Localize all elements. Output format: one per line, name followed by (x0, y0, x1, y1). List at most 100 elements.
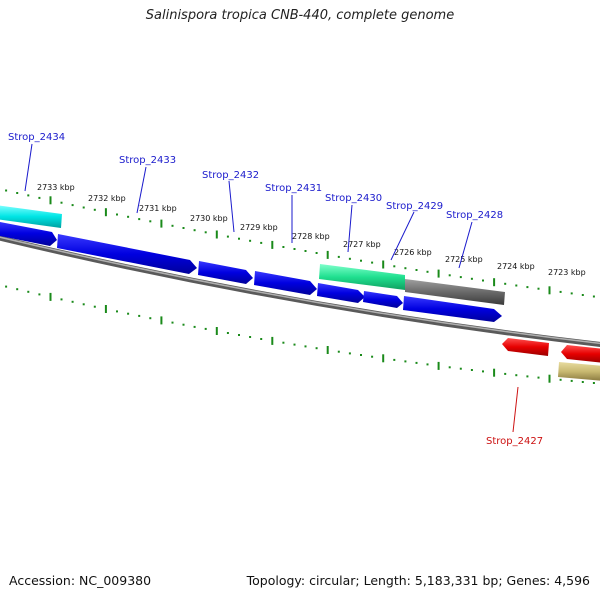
ruler-dot (293, 343, 296, 346)
gene-label: Strop_2434 (8, 132, 65, 143)
ruler-dot (515, 374, 518, 377)
ruler-dot (282, 246, 285, 248)
ruler-dot (193, 229, 196, 232)
ruler-major-tick (493, 368, 496, 377)
ruler-dot (249, 336, 252, 338)
gene-label: Strop_2432 (202, 170, 259, 181)
ruler-major-tick (160, 316, 163, 325)
ruler-dot (470, 369, 473, 371)
leader-line (347, 204, 353, 253)
ruler-dot (459, 276, 462, 279)
ruler-major-tick (271, 240, 274, 249)
tick-label: 2730 kbp (190, 214, 228, 223)
ruler-dot (93, 305, 96, 308)
tick-label: 2723 kbp (548, 268, 586, 277)
ruler-dot (448, 366, 451, 369)
ruler-dot (537, 376, 540, 379)
ruler-dot (5, 285, 8, 288)
ruler-dot (304, 250, 307, 252)
ruler-dot (138, 218, 141, 221)
ruler-dot (348, 257, 351, 260)
ruler-dot (282, 341, 285, 344)
gene-label: Strop_2433 (119, 155, 176, 166)
ruler-dot (82, 206, 85, 209)
tick-label: 2727 kbp (343, 240, 381, 249)
gene-feature-blue-7 (403, 296, 502, 322)
ruler-dot (570, 379, 573, 382)
gene-label: Strop_2429 (386, 201, 443, 212)
ruler-dots (5, 189, 595, 384)
ruler-major-tick (326, 346, 329, 354)
leader-line (136, 166, 147, 214)
ruler-major-tick (382, 260, 385, 269)
ruler-dot (426, 270, 429, 273)
gene-label: Strop_2428 (446, 210, 503, 221)
ruler-dot (504, 282, 507, 285)
gene-feature-gray (405, 279, 505, 305)
ruler-major-tick (215, 230, 218, 239)
ruler-dot (149, 220, 152, 223)
ruler-major-tick (548, 286, 551, 295)
ruler-dot (182, 323, 185, 326)
ruler-dot (592, 382, 595, 384)
ruler-dot (304, 345, 307, 348)
ruler-dot (504, 372, 507, 375)
ruler-dot (260, 338, 263, 340)
ruler-major-tick (271, 336, 274, 345)
ruler-dot (193, 325, 196, 328)
ruler-major-tick (326, 250, 329, 259)
ruler-dot (204, 231, 207, 234)
tick-label: 2733 kbp (37, 183, 75, 192)
gene-label: Strop_2430 (325, 193, 382, 204)
ruler-dot (581, 381, 584, 383)
tick-label: 2725 kbp (445, 255, 483, 264)
ruler-ticks (49, 196, 551, 383)
ruler-dot (581, 294, 584, 296)
ruler-dot (393, 265, 396, 268)
ruler-major-tick (493, 278, 496, 287)
ruler-dot (526, 286, 529, 289)
gene-feature-red-2 (561, 345, 600, 363)
genome-summary-text: Topology: circular; Length: 5,183,331 bp… (246, 573, 590, 588)
ruler-dot (226, 332, 229, 334)
ruler-major-tick (548, 374, 551, 383)
ruler-major-tick (215, 327, 218, 335)
leader-line (228, 180, 235, 233)
leader-line (390, 211, 415, 261)
ruler-dot (71, 300, 74, 303)
ruler-dot (182, 227, 185, 229)
leader-line (24, 143, 33, 192)
tick-label: 2724 kbp (497, 262, 535, 271)
ruler-dot (559, 290, 562, 293)
ruler-dot (38, 293, 41, 296)
ruler-dot (249, 239, 252, 242)
ruler-dot (27, 194, 30, 197)
ruler-dot (116, 310, 118, 313)
gene-feature-cyan (0, 205, 62, 228)
leader-line-reverse (512, 386, 519, 433)
ruler-dot (459, 367, 462, 370)
ruler-dot (570, 292, 573, 295)
ruler-dot (404, 267, 407, 270)
ruler-dot (360, 354, 362, 356)
ruler-dot (127, 215, 130, 218)
tick-label: 2726 kbp (394, 248, 432, 257)
ruler-dot (404, 360, 407, 363)
gene-feature-tan (558, 362, 600, 381)
ruler-dot (171, 224, 174, 227)
ruler-dot (360, 259, 362, 262)
tick-label: 2731 kbp (139, 204, 177, 213)
ruler-dot (393, 358, 396, 361)
backbone-line (0, 235, 600, 347)
ruler-dot (315, 347, 318, 350)
ruler-dot (559, 378, 562, 381)
ruler-dot (371, 355, 374, 358)
leader-line (458, 221, 473, 269)
ruler-dot (149, 317, 152, 320)
ruler-dot (71, 204, 74, 207)
ruler-dot (348, 352, 351, 355)
ruler-dot (238, 334, 240, 336)
accession-text: Accession: NC_009380 (9, 573, 152, 588)
